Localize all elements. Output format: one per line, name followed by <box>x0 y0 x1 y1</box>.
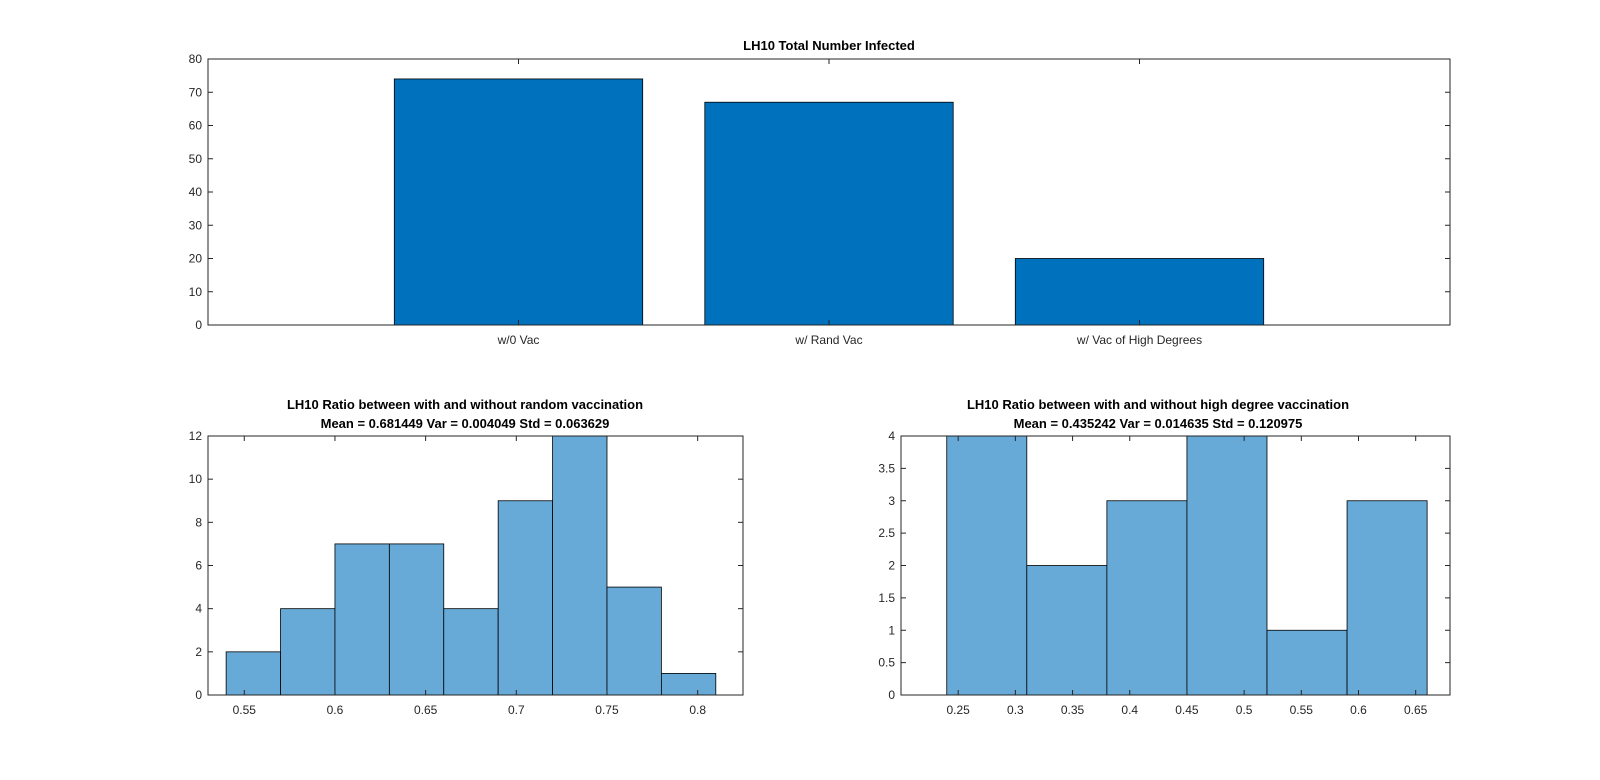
x-tick-label: 0.45 <box>1175 703 1199 717</box>
x-tick-label: 0.3 <box>1007 703 1024 717</box>
chart-random-vaccination-marks: 0 2 4 6 8 10 12 0.55 0.6 0.65 0.7 0.75 0.8 <box>189 429 744 717</box>
y-tick-label: 80 <box>189 52 203 66</box>
y-tick-label: 60 <box>189 119 203 133</box>
histogram-bar <box>225 651 281 696</box>
histogram-bar <box>334 543 390 696</box>
y-tick-label: 40 <box>189 185 203 199</box>
y-tick-label: 8 <box>195 515 202 529</box>
y-tick-label: 2 <box>888 559 895 573</box>
y-tick-label: 0 <box>888 688 895 702</box>
x-tick-label: 0.35 <box>1061 703 1085 717</box>
x-tick-label: 0.65 <box>1404 703 1428 717</box>
histogram-bar <box>1266 629 1348 696</box>
histogram-bar <box>606 586 662 696</box>
chart-high-degree-vaccination-marks: 0 0.5 1 1.5 2 2.5 3 3.5 4 0.25 0.3 0.35 0.4 0.45 0.5 0.… <box>878 429 1451 717</box>
x-tick-label: 0.55 <box>1290 703 1314 717</box>
x-category-label: w/ Vac of High Degrees <box>1076 333 1202 347</box>
chart-total-infected-title: LH10 Total Number Infected <box>743 38 915 53</box>
histogram-bar <box>280 608 336 696</box>
chart-total-infected-marks: 0 10 20 30 40 50 60 70 80 w/0 Vac w/ Rand Vac w/ Va… <box>189 52 1451 347</box>
histogram-bar <box>1106 500 1188 696</box>
y-tick-label: 70 <box>189 85 203 99</box>
y-tick-label: 1.5 <box>878 591 895 605</box>
bar <box>1014 258 1265 326</box>
y-tick-label: 0 <box>195 318 202 332</box>
x-tick-label: 0.8 <box>689 703 706 717</box>
y-tick-label: 10 <box>189 472 203 486</box>
x-tick-label: 0.7 <box>508 703 525 717</box>
chart-random-vaccination-subtitle: Mean = 0.681449 Var = 0.004049 Std = 0.0… <box>321 416 610 431</box>
histogram-bar <box>497 500 553 696</box>
x-tick-label: 0.65 <box>414 703 438 717</box>
histogram-bar <box>388 543 445 696</box>
chart-high-degree-vaccination-title: LH10 Ratio between with and without high… <box>967 397 1349 412</box>
x-tick-label: 0.55 <box>233 703 257 717</box>
x-category-label: w/0 Vac <box>497 333 540 347</box>
y-tick-label: 2.5 <box>878 526 895 540</box>
histogram-bar <box>1346 500 1428 696</box>
histogram-bar <box>552 435 608 696</box>
x-tick-label: 0.6 <box>327 703 344 717</box>
histogram-bar <box>1186 435 1268 696</box>
chart-high-degree-vaccination: LH10 Ratio between with and without high… <box>878 397 1451 717</box>
chart-random-vaccination-title: LH10 Ratio between with and without rand… <box>287 397 643 412</box>
y-tick-label: 4 <box>195 602 202 616</box>
y-tick-label: 50 <box>189 152 203 166</box>
y-tick-label: 6 <box>195 559 202 573</box>
y-tick-label: 2 <box>195 645 202 659</box>
chart-random-vaccination: LH10 Ratio between with and without rand… <box>189 397 744 717</box>
chart-total-infected: LH10 Total Number Infected 0 10 20 30 40 50 60… <box>189 38 1451 347</box>
x-tick-label: 0.25 <box>947 703 971 717</box>
y-tick-label: 12 <box>189 429 203 443</box>
histogram-bar <box>660 673 717 696</box>
y-tick-label: 4 <box>888 429 895 443</box>
histogram-bar <box>443 608 499 696</box>
bar <box>393 78 644 326</box>
y-tick-label: 3 <box>888 494 895 508</box>
histogram-bar <box>1026 565 1108 696</box>
x-category-label: w/ Rand Vac <box>794 333 862 347</box>
x-tick-label: 0.5 <box>1236 703 1253 717</box>
y-tick-label: 1 <box>888 623 895 637</box>
x-tick-label: 0.6 <box>1350 703 1367 717</box>
y-tick-label: 0.5 <box>878 656 895 670</box>
x-tick-label: 0.4 <box>1121 703 1138 717</box>
y-tick-label: 3.5 <box>878 461 895 475</box>
x-tick-label: 0.75 <box>595 703 619 717</box>
y-tick-label: 20 <box>189 252 203 266</box>
histogram-bar <box>946 435 1028 696</box>
chart-high-degree-vaccination-subtitle: Mean = 0.435242 Var = 0.014635 Std = 0.1… <box>1014 416 1303 431</box>
bar <box>704 101 954 326</box>
y-tick-label: 30 <box>189 218 203 232</box>
y-tick-label: 0 <box>195 688 202 702</box>
y-tick-label: 10 <box>189 285 203 299</box>
